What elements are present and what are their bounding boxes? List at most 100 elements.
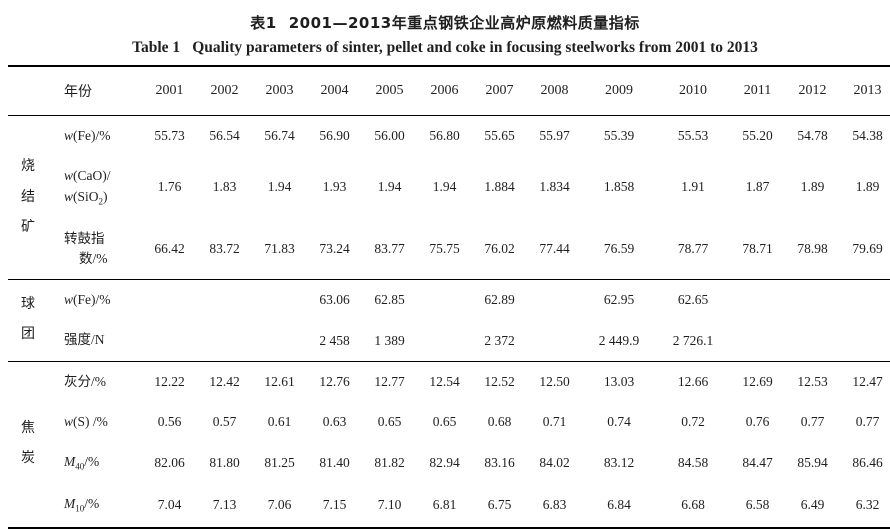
value-cell: 0.56 bbox=[157, 414, 182, 430]
value-cell: 12.52 bbox=[472, 360, 527, 402]
row-label-pellet-1: 强度/N bbox=[48, 320, 142, 361]
value-cell: 55.65 bbox=[484, 128, 515, 144]
value-cell: 62.65 bbox=[656, 279, 730, 321]
value-cell: 0.63 bbox=[322, 414, 347, 430]
value-cell: 73.24 bbox=[319, 240, 350, 256]
value-cell: 63.06 bbox=[307, 279, 362, 321]
value-cell: 78.98 bbox=[797, 240, 828, 256]
value-cell: 7.13 bbox=[212, 497, 237, 513]
year-header-2005: 2005 bbox=[362, 66, 417, 116]
value-cell: 81.40 bbox=[319, 455, 350, 471]
value-cell bbox=[252, 320, 307, 361]
value-cell: 0.65 bbox=[377, 414, 402, 430]
value-cell: 0.65 bbox=[432, 414, 457, 430]
value-cell bbox=[730, 279, 785, 321]
table-row: 球团 w(Fe)/% 63.06 62.85 62.89 62.95 62.65 bbox=[8, 279, 890, 362]
year-label-cell: 年份 bbox=[48, 66, 142, 116]
value-cell: 83.16 bbox=[484, 455, 515, 471]
group-label-sinter: 烧结矿 bbox=[8, 116, 48, 280]
value-cell: 54.38 bbox=[852, 128, 883, 144]
header-corner-cell bbox=[8, 66, 48, 116]
value-cell: 56.54 bbox=[209, 128, 240, 144]
value-cell: 82.94 bbox=[429, 455, 460, 471]
row-label-line: M40/% bbox=[64, 454, 100, 472]
value-cell: 62.95 bbox=[582, 279, 656, 321]
value-cell: 83.72 bbox=[209, 240, 240, 256]
value-cell bbox=[840, 279, 890, 321]
row-label-line: 转鼓指 bbox=[64, 230, 105, 246]
table-caption-en-number: Table 1 bbox=[132, 39, 181, 56]
value-cell bbox=[730, 320, 785, 361]
value-cell: 6.49 bbox=[800, 497, 825, 513]
row-label-line: w(CaO)/ bbox=[64, 168, 111, 184]
value-cell: 85.94 bbox=[797, 455, 828, 471]
value-cell: 55.73 bbox=[154, 128, 185, 144]
year-header-2008: 2008 bbox=[527, 66, 582, 116]
value-cell: 12.61 bbox=[252, 360, 307, 402]
table-row: 焦炭灰分/% 12.22 12.42 12.61 12.76 12.77 12.54 12.5… bbox=[8, 360, 890, 528]
table-row: M10/% 7.04 7.13 7.06 7.15 7.10 6.81 6.75 6.83 6.8… bbox=[8, 484, 890, 527]
value-cell: 12.76 bbox=[307, 360, 362, 402]
year-header-2004: 2004 bbox=[307, 66, 362, 116]
value-cell: 1.834 bbox=[539, 179, 570, 195]
value-cell: 81.80 bbox=[209, 455, 240, 471]
value-cell: 78.71 bbox=[742, 240, 773, 256]
year-header-2009: 2009 bbox=[582, 66, 656, 116]
value-cell bbox=[840, 320, 890, 361]
value-cell: 6.68 bbox=[681, 497, 705, 513]
row-label-coke-3: M10/% bbox=[48, 484, 142, 527]
value-cell: 84.47 bbox=[742, 455, 773, 471]
value-cell: 55.97 bbox=[539, 128, 570, 144]
value-cell: 0.57 bbox=[212, 414, 237, 430]
value-cell: 6.84 bbox=[607, 497, 631, 513]
table-row: M40/% 82.06 81.80 81.25 81.40 81.82 82.94 83.16… bbox=[8, 442, 890, 484]
value-cell: 2 458 bbox=[319, 332, 350, 348]
table-body: 烧结矿 w(Fe)/% 55.73 56.54 56.74 56.90 56.00 56.80… bbox=[8, 116, 890, 528]
row-label-line: w(SiO2) bbox=[64, 188, 108, 207]
value-cell: 54.78 bbox=[797, 128, 828, 144]
value-cell bbox=[142, 320, 197, 361]
value-cell: 1.87 bbox=[745, 179, 770, 195]
row-label-line: M10/% bbox=[64, 496, 100, 515]
value-cell: 0.74 bbox=[607, 414, 631, 430]
value-cell: 6.32 bbox=[855, 497, 880, 513]
value-cell: 7.04 bbox=[157, 497, 182, 513]
group-label-char: 球 bbox=[21, 297, 35, 313]
table-row: 烧结矿 w(Fe)/% 55.73 56.54 56.74 56.90 56.00 56.80… bbox=[8, 116, 890, 235]
value-cell: 78.77 bbox=[677, 240, 709, 256]
quality-parameters-table: 年份 2001 2002 2003 2004 2005 2006 2007 2008 2009 20… bbox=[8, 65, 890, 529]
value-cell: 76.02 bbox=[484, 240, 515, 256]
year-header-2010: 2010 bbox=[656, 66, 730, 116]
value-cell: 12.47 bbox=[840, 360, 890, 402]
value-cell: 56.00 bbox=[374, 128, 405, 144]
year-header-2007: 2007 bbox=[472, 66, 527, 116]
table-row: 转鼓指 数/% 66.42 83.72 71.83 73.24 83.77 75.75 76.0… bbox=[8, 219, 890, 280]
year-header-2006: 2006 bbox=[417, 66, 472, 116]
header-row: 年份 2001 2002 2003 2004 2005 2006 2007 2008 2009 20… bbox=[8, 66, 890, 116]
value-cell bbox=[197, 279, 252, 321]
value-cell: 1.884 bbox=[484, 179, 515, 195]
row-label-line: 强度/N bbox=[64, 332, 105, 348]
value-cell: 12.69 bbox=[730, 360, 785, 402]
value-cell: 66.42 bbox=[154, 240, 185, 256]
value-cell bbox=[197, 320, 252, 361]
value-cell: 6.81 bbox=[432, 497, 457, 513]
year-header-2011: 2011 bbox=[730, 66, 785, 116]
row-label-line: w(S) /% bbox=[64, 413, 108, 429]
value-cell: 12.50 bbox=[527, 360, 582, 402]
value-cell: 1.76 bbox=[157, 179, 182, 195]
value-cell: 1.93 bbox=[322, 179, 347, 195]
value-cell: 83.77 bbox=[374, 240, 405, 256]
table-caption-zh-number: 表1 bbox=[250, 14, 277, 32]
group-label-char: 焦 bbox=[21, 421, 35, 437]
value-cell: 6.75 bbox=[487, 497, 512, 513]
value-cell bbox=[417, 279, 472, 321]
value-cell: 12.53 bbox=[785, 360, 840, 402]
table-caption-en: Table 1 Quality parameters of sinter, pel… bbox=[8, 36, 882, 65]
value-cell: 6.58 bbox=[745, 497, 770, 513]
row-label-line: w(Fe)/% bbox=[64, 128, 111, 143]
value-cell: 1 389 bbox=[374, 332, 405, 348]
value-cell: 12.66 bbox=[656, 360, 730, 402]
value-cell bbox=[252, 279, 307, 321]
